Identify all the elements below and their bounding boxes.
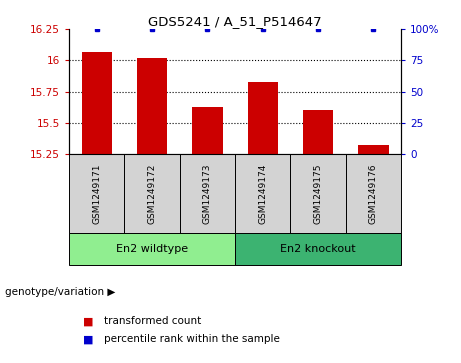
Text: genotype/variation ▶: genotype/variation ▶	[5, 287, 115, 297]
Text: ■: ■	[83, 334, 94, 344]
Text: GSM1249174: GSM1249174	[258, 163, 267, 224]
Title: GDS5241 / A_51_P514647: GDS5241 / A_51_P514647	[148, 15, 322, 28]
Bar	[248, 82, 278, 154]
Text: GSM1249171: GSM1249171	[92, 163, 101, 224]
Text: En2 knockout: En2 knockout	[280, 244, 356, 254]
Text: GSM1249176: GSM1249176	[369, 163, 378, 224]
Bar	[235, 233, 401, 265]
Text: GSM1249175: GSM1249175	[313, 163, 323, 224]
Bar	[290, 154, 346, 233]
Text: GSM1249173: GSM1249173	[203, 163, 212, 224]
Text: En2 wildtype: En2 wildtype	[116, 244, 188, 254]
Bar	[82, 52, 112, 154]
Bar	[346, 154, 401, 233]
Bar	[358, 146, 389, 154]
Bar	[303, 110, 333, 154]
Text: GSM1249172: GSM1249172	[148, 163, 157, 224]
Text: percentile rank within the sample: percentile rank within the sample	[104, 334, 280, 344]
Text: transformed count: transformed count	[104, 316, 201, 326]
Bar	[69, 233, 235, 265]
Bar	[180, 154, 235, 233]
Bar	[69, 154, 124, 233]
Bar	[192, 107, 223, 154]
Bar	[235, 154, 290, 233]
Text: ■: ■	[83, 316, 94, 326]
Bar	[124, 154, 180, 233]
Bar	[137, 58, 167, 154]
